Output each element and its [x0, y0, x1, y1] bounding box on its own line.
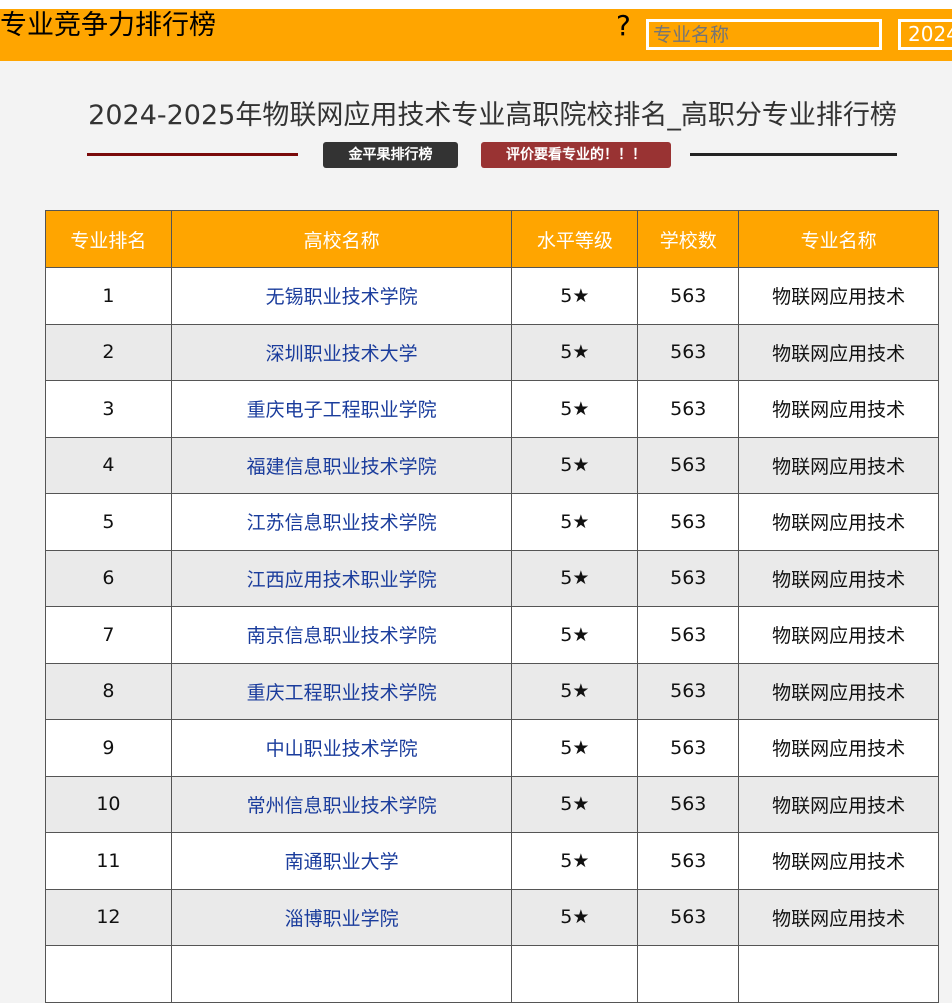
school-count-cell — [637, 945, 740, 1003]
rank-cell: 6 — [45, 549, 172, 607]
school-count-cell: 563 — [637, 662, 740, 720]
rank-cell: 3 — [45, 380, 172, 438]
column-header: 水平等级 — [511, 210, 639, 268]
level-cell: 5★ — [511, 549, 639, 607]
help-icon[interactable]: ? — [616, 9, 631, 42]
major-cell: 物联网应用技术 — [738, 493, 939, 551]
school-link[interactable]: 江西应用技术职业学院 — [170, 549, 513, 607]
major-cell: 物联网应用技术 — [738, 267, 939, 325]
major-cell: 物联网应用技术 — [738, 606, 939, 664]
major-cell — [738, 945, 939, 1003]
school-link[interactable]: 南通职业大学 — [170, 832, 513, 890]
tag-jinpingguo: 金平果排行榜 — [323, 142, 458, 168]
school-count-cell: 563 — [637, 606, 740, 664]
rank-cell — [45, 945, 172, 1003]
year-select[interactable]: 2024 — [898, 19, 952, 50]
level-cell: 5★ — [511, 436, 639, 494]
school-count-cell: 563 — [637, 436, 740, 494]
table-row: 12 淄博职业学院 5★ 563 物联网应用技术 — [45, 888, 939, 946]
level-cell: 5★ — [511, 719, 639, 777]
school-count-cell: 563 — [637, 888, 740, 946]
school-link[interactable]: 淄博职业学院 — [170, 888, 513, 946]
rank-cell: 5 — [45, 493, 172, 551]
major-cell: 物联网应用技术 — [738, 832, 939, 890]
level-cell: 5★ — [511, 267, 639, 325]
school-count-cell: 563 — [637, 493, 740, 551]
major-cell: 物联网应用技术 — [738, 436, 939, 494]
school-count-cell: 563 — [637, 549, 740, 607]
table-row: 9 中山职业技术学院 5★ 563 物联网应用技术 — [45, 719, 939, 777]
school-link[interactable]: 南京信息职业技术学院 — [170, 606, 513, 664]
level-cell: 5★ — [511, 606, 639, 664]
site-brand[interactable]: 专业竞争力排行榜 — [0, 10, 216, 41]
divider-right — [690, 153, 897, 156]
school-count-cell: 563 — [637, 323, 740, 381]
rank-cell: 8 — [45, 662, 172, 720]
rank-cell: 11 — [45, 832, 172, 890]
level-cell: 5★ — [511, 323, 639, 381]
rank-cell: 9 — [45, 719, 172, 777]
page-title: 2024-2025年物联网应用技术专业高职院校排名_高职分专业排行榜 — [88, 100, 897, 131]
rank-cell: 12 — [45, 888, 172, 946]
major-cell: 物联网应用技术 — [738, 719, 939, 777]
level-cell: 5★ — [511, 493, 639, 551]
rank-cell: 10 — [45, 775, 172, 833]
major-cell: 物联网应用技术 — [738, 775, 939, 833]
level-cell: 5★ — [511, 380, 639, 438]
table-row: 11 南通职业大学 5★ 563 物联网应用技术 — [45, 832, 939, 890]
school-link[interactable] — [170, 945, 513, 1003]
table-row: 4 福建信息职业技术学院 5★ 563 物联网应用技术 — [45, 436, 939, 494]
table-row: 8 重庆工程职业技术学院 5★ 563 物联网应用技术 — [45, 662, 939, 720]
column-header: 专业名称 — [738, 210, 939, 268]
school-link[interactable]: 深圳职业技术大学 — [170, 323, 513, 381]
level-cell: 5★ — [511, 775, 639, 833]
school-count-cell: 563 — [637, 719, 740, 777]
level-cell: 5★ — [511, 662, 639, 720]
column-header: 高校名称 — [170, 210, 513, 268]
school-count-cell: 563 — [637, 267, 740, 325]
column-header: 学校数 — [637, 210, 740, 268]
school-count-cell: 563 — [637, 380, 740, 438]
level-cell: 5★ — [511, 888, 639, 946]
top-strip — [0, 0, 952, 9]
major-cell: 物联网应用技术 — [738, 380, 939, 438]
table-row: 5 江苏信息职业技术学院 5★ 563 物联网应用技术 — [45, 493, 939, 551]
rank-cell: 1 — [45, 267, 172, 325]
school-link[interactable]: 中山职业技术学院 — [170, 719, 513, 777]
school-link[interactable]: 江苏信息职业技术学院 — [170, 493, 513, 551]
school-link[interactable]: 重庆电子工程职业学院 — [170, 380, 513, 438]
rank-cell: 7 — [45, 606, 172, 664]
rank-cell: 4 — [45, 436, 172, 494]
school-link[interactable]: 无锡职业技术学院 — [170, 267, 513, 325]
table-row: 7 南京信息职业技术学院 5★ 563 物联网应用技术 — [45, 606, 939, 664]
major-cell: 物联网应用技术 — [738, 662, 939, 720]
table-row: 1 无锡职业技术学院 5★ 563 物联网应用技术 — [45, 267, 939, 325]
table-row: 3 重庆电子工程职业学院 5★ 563 物联网应用技术 — [45, 380, 939, 438]
table-row: 10 常州信息职业技术学院 5★ 563 物联网应用技术 — [45, 775, 939, 833]
divider-left — [87, 153, 298, 156]
school-count-cell: 563 — [637, 775, 740, 833]
school-count-cell: 563 — [637, 832, 740, 890]
table-row — [45, 945, 939, 1003]
table-row: 6 江西应用技术职业学院 5★ 563 物联网应用技术 — [45, 549, 939, 607]
major-cell: 物联网应用技术 — [738, 888, 939, 946]
rank-cell: 2 — [45, 323, 172, 381]
school-link[interactable]: 重庆工程职业技术学院 — [170, 662, 513, 720]
major-cell: 物联网应用技术 — [738, 549, 939, 607]
search-input[interactable] — [646, 19, 882, 50]
tag-slogan: 评价要看专业的！！！ — [481, 142, 671, 168]
level-cell: 5★ — [511, 832, 639, 890]
ranking-table: 专业排名 高校名称 水平等级 学校数 专业名称 1 无锡职业技术学院 5★ 563 物联网应用技… — [45, 210, 939, 1003]
school-link[interactable]: 福建信息职业技术学院 — [170, 436, 513, 494]
school-link[interactable]: 常州信息职业技术学院 — [170, 775, 513, 833]
level-cell — [511, 945, 639, 1003]
table-row: 2 深圳职业技术大学 5★ 563 物联网应用技术 — [45, 323, 939, 381]
column-header: 专业排名 — [45, 210, 172, 268]
major-cell: 物联网应用技术 — [738, 323, 939, 381]
